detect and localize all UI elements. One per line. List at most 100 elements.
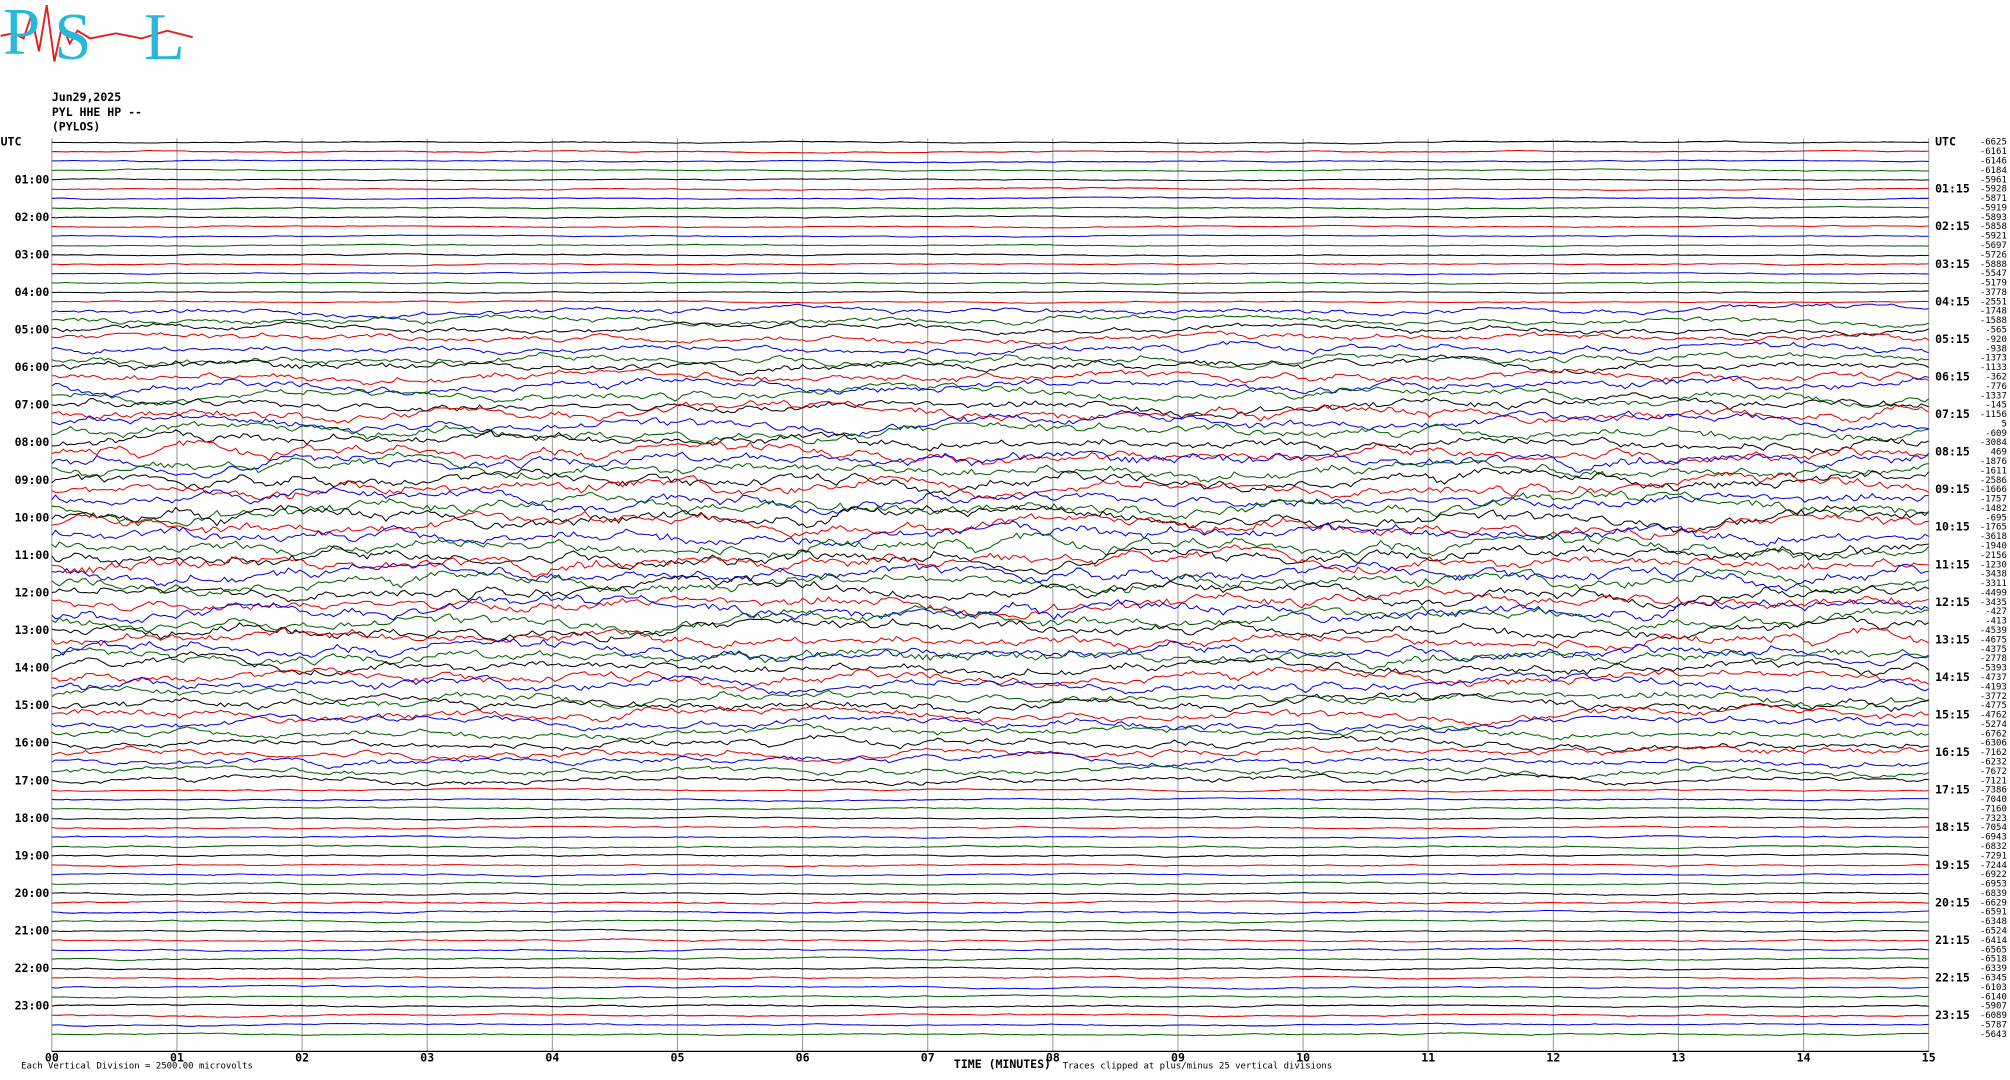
right-time-label: 02:15 bbox=[1935, 219, 1970, 233]
trace bbox=[51, 713, 1929, 734]
trace bbox=[51, 271, 1929, 276]
offset-label: -920 bbox=[1985, 335, 2007, 345]
offset-label: -5547 bbox=[1980, 269, 2007, 279]
offset-label: -5274 bbox=[1980, 720, 2007, 730]
trace bbox=[51, 314, 1929, 328]
trace bbox=[51, 262, 1929, 267]
right-time-label: 22:15 bbox=[1935, 970, 1970, 984]
trace bbox=[51, 723, 1929, 741]
trace bbox=[51, 168, 1929, 173]
trace bbox=[51, 490, 1930, 527]
trace bbox=[51, 863, 1929, 868]
x-tick-label: 07 bbox=[921, 1050, 935, 1064]
offset-label: -6565 bbox=[1980, 945, 2007, 955]
offset-label: -6339 bbox=[1980, 964, 2007, 974]
x-tick-label: 00 bbox=[45, 1050, 59, 1064]
logo-letter: L bbox=[144, 1, 185, 74]
trace bbox=[51, 750, 1929, 769]
offset-label: -5787 bbox=[1980, 1020, 2007, 1030]
trace bbox=[51, 234, 1929, 238]
left-time-label: 04:00 bbox=[15, 285, 50, 299]
trace bbox=[51, 381, 1930, 408]
left-time-label: 16:00 bbox=[15, 736, 50, 750]
trace bbox=[51, 692, 1929, 715]
x-tick-label: 11 bbox=[1421, 1050, 1435, 1064]
trace bbox=[51, 243, 1929, 247]
offset-label: -6306 bbox=[1980, 739, 2007, 749]
offset-label: -4499 bbox=[1980, 588, 2007, 598]
offset-label: -5871 bbox=[1980, 194, 2007, 204]
x-tick-label: 15 bbox=[1922, 1050, 1936, 1064]
left-time-label: 19:00 bbox=[15, 848, 50, 862]
trace bbox=[51, 178, 1929, 182]
trace bbox=[51, 615, 1929, 643]
trace bbox=[51, 429, 1929, 454]
x-axis-title: TIME (MINUTES) bbox=[954, 1057, 1051, 1071]
offset-label: -427 bbox=[1985, 607, 2007, 617]
trace bbox=[51, 853, 1929, 858]
right-time-label: 04:15 bbox=[1935, 294, 1970, 308]
trace bbox=[51, 330, 1929, 345]
trace bbox=[51, 504, 1929, 533]
trace bbox=[51, 765, 1929, 781]
trace bbox=[51, 787, 1929, 793]
right-time-label: 06:15 bbox=[1935, 369, 1970, 383]
right-time-label: 01:15 bbox=[1935, 182, 1970, 196]
offset-label: -6922 bbox=[1980, 870, 2007, 880]
clip-note: Traces clipped at plus/minus 25 vertical… bbox=[1063, 1061, 1333, 1071]
offset-label: -776 bbox=[1985, 382, 2007, 392]
left-time-label: 21:00 bbox=[15, 924, 50, 938]
trace bbox=[51, 919, 1929, 924]
offset-label: -2551 bbox=[1980, 297, 2007, 307]
offset-label: -4775 bbox=[1980, 701, 2007, 711]
offset-label: -2778 bbox=[1980, 654, 2007, 664]
trace bbox=[51, 928, 1929, 933]
x-tick-label: 04 bbox=[545, 1050, 559, 1064]
right-time-label: 15:15 bbox=[1935, 708, 1970, 722]
offset-label: -609 bbox=[1985, 429, 2007, 439]
x-tick-label: 09 bbox=[1171, 1050, 1185, 1064]
offset-label: -1765 bbox=[1980, 523, 2007, 533]
offset-label: -6146 bbox=[1980, 156, 2007, 166]
offset-label: -5907 bbox=[1980, 1002, 2007, 1012]
trace bbox=[51, 392, 1929, 419]
offset-label: -1230 bbox=[1980, 560, 2007, 570]
trace bbox=[51, 815, 1929, 821]
right-time-label: 09:15 bbox=[1935, 482, 1970, 496]
left-time-label: UTC bbox=[1, 135, 22, 149]
trace bbox=[51, 321, 1929, 337]
right-time-label: 05:15 bbox=[1935, 332, 1970, 346]
offset-label: -6953 bbox=[1980, 880, 2007, 890]
offset-label: -6140 bbox=[1980, 992, 2007, 1002]
left-time-label: 05:00 bbox=[15, 323, 50, 337]
trace bbox=[51, 467, 1930, 497]
trace bbox=[51, 544, 1929, 578]
trace bbox=[51, 956, 1929, 962]
offset-label: -3084 bbox=[1980, 438, 2007, 448]
x-tick-label: 14 bbox=[1797, 1050, 1811, 1064]
offset-label: -6103 bbox=[1980, 983, 2007, 993]
channel: PYL HHE HP -- bbox=[52, 105, 142, 119]
left-time-label: 03:00 bbox=[15, 247, 50, 261]
right-time-label: 21:15 bbox=[1935, 933, 1970, 947]
trace bbox=[51, 672, 1929, 696]
left-time-label: 09:00 bbox=[15, 473, 50, 487]
offset-label: -2586 bbox=[1980, 476, 2007, 486]
offset-label: -3778 bbox=[1980, 288, 2007, 298]
left-time-label: 13:00 bbox=[15, 623, 50, 637]
trace bbox=[51, 215, 1929, 219]
offset-label: -145 bbox=[1985, 401, 2007, 411]
offset-label: -6625 bbox=[1980, 138, 2007, 148]
offset-label: -1337 bbox=[1980, 391, 2007, 401]
trace bbox=[51, 253, 1929, 257]
trace bbox=[51, 994, 1929, 1000]
offset-label: -6943 bbox=[1980, 833, 2007, 843]
trace bbox=[51, 1032, 1929, 1037]
offset-label: -2156 bbox=[1980, 551, 2007, 561]
trace bbox=[51, 351, 1929, 370]
right-time-label: 17:15 bbox=[1935, 783, 1970, 797]
offset-label: -7054 bbox=[1980, 823, 2007, 833]
trace bbox=[51, 773, 1929, 787]
offset-label: -4539 bbox=[1980, 626, 2007, 636]
trace bbox=[51, 471, 1929, 501]
